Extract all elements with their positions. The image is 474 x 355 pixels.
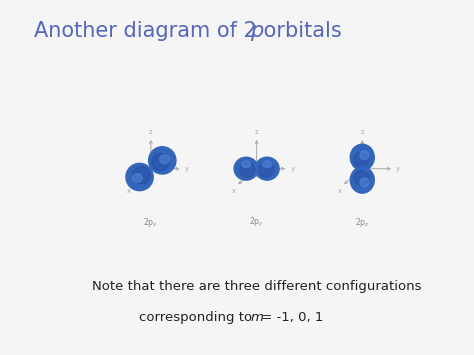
Text: corresponding to: corresponding to bbox=[139, 311, 256, 324]
Text: y: y bbox=[291, 166, 294, 172]
Text: p: p bbox=[250, 21, 263, 41]
Text: z: z bbox=[360, 129, 364, 135]
Ellipse shape bbox=[263, 161, 272, 168]
Ellipse shape bbox=[242, 161, 250, 168]
Ellipse shape bbox=[360, 151, 369, 159]
Text: 2p$_z$: 2p$_z$ bbox=[355, 216, 370, 229]
Ellipse shape bbox=[350, 144, 374, 170]
Ellipse shape bbox=[132, 174, 142, 182]
Ellipse shape bbox=[360, 178, 369, 187]
Ellipse shape bbox=[149, 147, 176, 174]
Ellipse shape bbox=[354, 171, 369, 185]
Ellipse shape bbox=[239, 162, 255, 178]
Ellipse shape bbox=[133, 166, 150, 184]
Text: z: z bbox=[149, 129, 153, 135]
Text: z: z bbox=[255, 129, 258, 135]
Ellipse shape bbox=[258, 162, 273, 178]
Text: Note that there are three different configurations: Note that there are three different conf… bbox=[92, 280, 421, 293]
Ellipse shape bbox=[160, 155, 169, 164]
Text: Another diagram of 2: Another diagram of 2 bbox=[34, 21, 256, 41]
Text: y: y bbox=[396, 166, 400, 172]
Text: x: x bbox=[127, 187, 131, 193]
Text: 2p$_x$: 2p$_x$ bbox=[144, 216, 158, 229]
Ellipse shape bbox=[350, 167, 374, 193]
Ellipse shape bbox=[255, 157, 279, 180]
Ellipse shape bbox=[354, 152, 369, 166]
Text: m: m bbox=[250, 311, 263, 324]
Ellipse shape bbox=[126, 163, 153, 191]
Ellipse shape bbox=[152, 153, 169, 171]
Text: = -1, 0, 1: = -1, 0, 1 bbox=[256, 311, 323, 324]
Text: x: x bbox=[338, 187, 342, 193]
Text: y: y bbox=[185, 166, 189, 172]
Text: x: x bbox=[232, 187, 237, 193]
Text: orbitals: orbitals bbox=[256, 21, 341, 41]
Text: 2p$_y$: 2p$_y$ bbox=[249, 216, 264, 229]
Ellipse shape bbox=[234, 157, 258, 180]
